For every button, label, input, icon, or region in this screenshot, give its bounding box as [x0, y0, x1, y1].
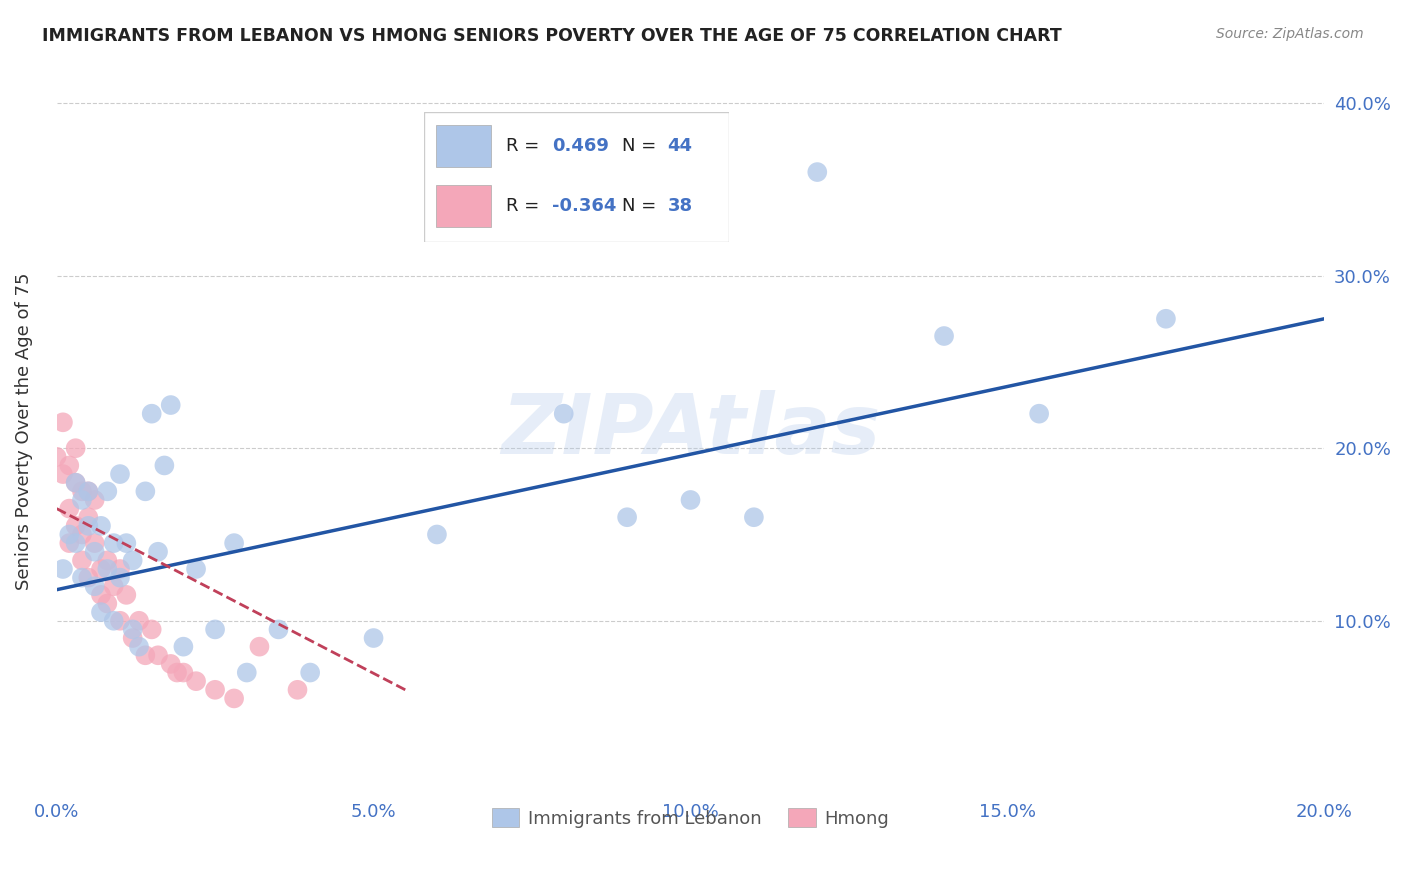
Point — [299, 665, 322, 680]
Y-axis label: Seniors Poverty Over the Age of 75: Seniors Poverty Over the Age of 75 — [15, 272, 32, 590]
Point — [83, 579, 105, 593]
Text: IMMIGRANTS FROM LEBANON VS HMONG SENIORS POVERTY OVER THE AGE OF 75 CORRELATION : IMMIGRANTS FROM LEBANON VS HMONG SENIORS… — [42, 27, 1062, 45]
Point — [65, 441, 87, 455]
Point — [134, 484, 156, 499]
Point — [77, 519, 100, 533]
Legend: Immigrants from Lebanon, Hmong: Immigrants from Lebanon, Hmong — [485, 801, 897, 835]
Point — [103, 579, 125, 593]
Point — [932, 329, 955, 343]
Point — [616, 510, 638, 524]
Point — [134, 648, 156, 663]
Point — [363, 631, 385, 645]
Point — [236, 665, 259, 680]
Point — [58, 501, 80, 516]
Point — [77, 510, 100, 524]
Point — [553, 407, 575, 421]
Point — [90, 588, 112, 602]
Point — [90, 562, 112, 576]
Point — [52, 415, 75, 429]
Point — [166, 665, 188, 680]
Point — [77, 571, 100, 585]
Point — [115, 536, 138, 550]
Point — [77, 484, 100, 499]
Point — [679, 492, 702, 507]
Point — [224, 536, 246, 550]
Point — [58, 536, 80, 550]
Point — [172, 665, 194, 680]
Point — [184, 562, 207, 576]
Text: ZIPAtlas: ZIPAtlas — [501, 391, 880, 472]
Point — [426, 527, 449, 541]
Point — [742, 510, 765, 524]
Point — [70, 553, 93, 567]
Text: Source: ZipAtlas.com: Source: ZipAtlas.com — [1216, 27, 1364, 41]
Point — [83, 545, 105, 559]
Point — [83, 492, 105, 507]
Point — [103, 536, 125, 550]
Point — [70, 484, 93, 499]
Point — [224, 691, 246, 706]
Point — [172, 640, 194, 654]
Point — [96, 562, 118, 576]
Point — [96, 597, 118, 611]
Point — [52, 562, 75, 576]
Point — [65, 536, 87, 550]
Point — [70, 492, 93, 507]
Point — [58, 527, 80, 541]
Point — [128, 640, 150, 654]
Point — [103, 614, 125, 628]
Point — [115, 588, 138, 602]
Point — [96, 553, 118, 567]
Point — [90, 605, 112, 619]
Point — [184, 674, 207, 689]
Point — [249, 640, 271, 654]
Point — [1028, 407, 1050, 421]
Point — [141, 407, 163, 421]
Point — [204, 623, 226, 637]
Point — [204, 682, 226, 697]
Point — [45, 450, 67, 464]
Point — [65, 475, 87, 490]
Point — [159, 657, 181, 671]
Point — [141, 623, 163, 637]
Point — [65, 475, 87, 490]
Point — [287, 682, 309, 697]
Point — [146, 648, 169, 663]
Point — [90, 519, 112, 533]
Point — [70, 571, 93, 585]
Point — [77, 484, 100, 499]
Point — [121, 623, 143, 637]
Point — [153, 458, 176, 473]
Point — [121, 553, 143, 567]
Point — [121, 631, 143, 645]
Point — [96, 484, 118, 499]
Point — [108, 562, 131, 576]
Point — [267, 623, 290, 637]
Point — [83, 536, 105, 550]
Point — [108, 614, 131, 628]
Point — [1154, 311, 1177, 326]
Point — [108, 467, 131, 481]
Point — [108, 571, 131, 585]
Point — [70, 527, 93, 541]
Point — [65, 519, 87, 533]
Point — [52, 467, 75, 481]
Point — [806, 165, 828, 179]
Point — [159, 398, 181, 412]
Point — [146, 545, 169, 559]
Point — [58, 458, 80, 473]
Point — [128, 614, 150, 628]
